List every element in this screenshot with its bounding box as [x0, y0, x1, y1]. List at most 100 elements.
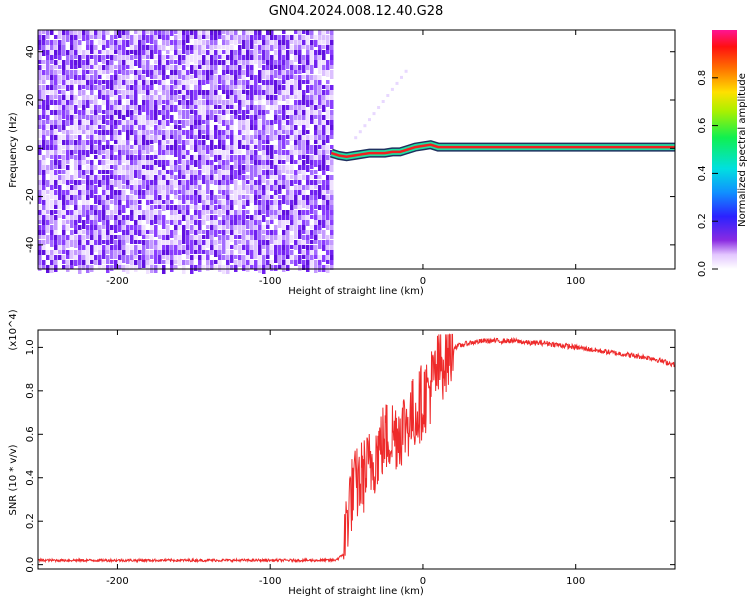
noise-cell: [310, 135, 314, 140]
noise-cell: [314, 150, 318, 158]
noise-cell: [42, 30, 46, 34]
noise-cell: [70, 235, 74, 244]
noise-cell: [86, 240, 90, 247]
noise-cell: [54, 205, 58, 209]
noise-cell: [146, 235, 150, 239]
noise-cell: [230, 65, 234, 70]
noise-cell: [194, 80, 198, 85]
noise-cell: [38, 205, 42, 210]
noise-cell: [42, 165, 46, 174]
noise-cell: [114, 145, 118, 152]
noise-cell: [62, 245, 66, 250]
noise-cell: [258, 105, 262, 113]
noise-cell: [330, 205, 334, 212]
noise-cell: [322, 230, 326, 239]
noise-cell: [110, 35, 114, 44]
noise-cell: [218, 165, 222, 169]
noise-cell: [122, 70, 126, 75]
noise-cell: [322, 205, 326, 210]
noise-cell: [294, 200, 298, 207]
noise-cell: [222, 35, 226, 44]
noise-cell: [194, 250, 198, 254]
noise-cell: [278, 210, 282, 219]
noise-cell: [74, 80, 78, 84]
noise-cell: [182, 40, 186, 49]
noise-cell: [110, 195, 114, 199]
noise-cell: [238, 165, 242, 174]
noise-cell: [70, 155, 74, 159]
noise-cell: [294, 195, 298, 200]
noise-cell: [278, 215, 282, 220]
noise-cell: [186, 70, 190, 75]
noise-cell: [310, 65, 314, 74]
noise-cell: [250, 230, 254, 239]
noise-cell: [102, 245, 106, 251]
noise-cell: [162, 145, 166, 151]
noise-cell: [90, 215, 94, 220]
noise-cell: [70, 200, 74, 205]
noise-cell: [82, 55, 86, 59]
noise-cell: [194, 240, 198, 249]
noise-cell: [142, 255, 146, 262]
noise-cell: [182, 260, 186, 265]
noise-cell: [310, 155, 314, 160]
noise-cell: [266, 250, 270, 259]
noise-cell: [90, 60, 94, 66]
noise-cell: [178, 135, 182, 144]
noise-cell: [270, 185, 274, 191]
noise-cell: [310, 75, 314, 83]
noise-cell: [162, 105, 166, 111]
noise-cell: [134, 225, 138, 231]
noise-cell: [54, 235, 58, 243]
noise-cell: [294, 30, 298, 34]
noise-cell: [274, 55, 278, 63]
noise-cell: [162, 150, 166, 155]
noise-cell: [102, 170, 106, 174]
noise-cell: [158, 255, 162, 264]
noise-cell: [174, 260, 178, 264]
noise-cell: [158, 75, 162, 82]
noise-cell: [126, 125, 130, 133]
noise-cell: [310, 215, 314, 219]
noise-cell: [74, 165, 78, 171]
noise-cell: [182, 35, 186, 41]
noise-cell: [154, 90, 158, 98]
noise-cell: [230, 130, 234, 137]
noise-cell: [202, 70, 206, 77]
noise-cell: [182, 75, 186, 80]
noise-cell: [226, 75, 230, 82]
noise-cell: [62, 205, 66, 213]
noise-cell: [82, 60, 86, 66]
noise-cell: [122, 225, 126, 231]
noise-cell: [86, 190, 90, 199]
noise-cell: [110, 135, 114, 141]
noise-cell: [226, 45, 230, 54]
noise-cell: [302, 185, 306, 191]
noise-cell: [206, 75, 210, 80]
noise-cell: [274, 100, 278, 106]
noise-cell: [102, 80, 106, 84]
noise-cell: [298, 130, 302, 136]
noise-cell: [94, 210, 98, 219]
noise-cell: [86, 50, 90, 55]
noise-cell: [134, 245, 138, 253]
noise-cell: [234, 260, 238, 269]
noise-cell: [78, 225, 82, 230]
noise-cell: [274, 190, 278, 196]
noise-cell: [206, 210, 210, 214]
noise-cell: [114, 245, 118, 253]
noise-cell: [230, 50, 234, 58]
noise-cell: [78, 260, 82, 267]
noise-cell: [58, 235, 62, 243]
noise-cell: [42, 85, 46, 94]
noise-cell: [298, 100, 302, 108]
noise-cell: [330, 200, 334, 209]
noise-cell: [294, 180, 298, 184]
noise-cell: [266, 255, 270, 259]
noise-cell: [110, 110, 114, 118]
noise-cell: [314, 160, 318, 167]
noise-cell: [282, 120, 286, 124]
noise-cell: [166, 75, 170, 79]
noise-cell: [54, 220, 58, 226]
noise-cell: [218, 135, 222, 140]
